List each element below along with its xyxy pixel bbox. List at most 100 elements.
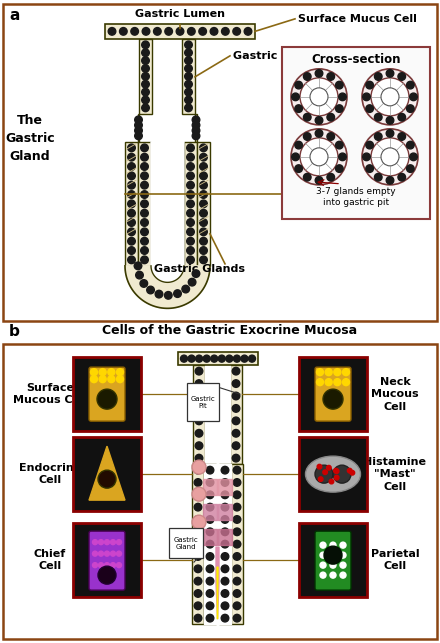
Circle shape xyxy=(206,491,214,498)
Circle shape xyxy=(136,271,143,279)
Circle shape xyxy=(99,539,103,545)
Circle shape xyxy=(142,80,149,88)
Circle shape xyxy=(233,602,241,610)
Circle shape xyxy=(291,69,347,125)
FancyBboxPatch shape xyxy=(89,531,125,590)
Circle shape xyxy=(128,256,136,264)
Circle shape xyxy=(310,88,328,106)
Circle shape xyxy=(325,379,332,386)
Circle shape xyxy=(185,96,192,104)
Circle shape xyxy=(195,380,203,387)
Circle shape xyxy=(200,247,207,255)
Circle shape xyxy=(319,477,323,482)
Circle shape xyxy=(185,73,192,80)
Circle shape xyxy=(340,552,346,558)
Circle shape xyxy=(117,551,121,556)
Circle shape xyxy=(199,28,206,35)
Circle shape xyxy=(165,28,172,35)
Circle shape xyxy=(206,553,214,560)
Text: a: a xyxy=(9,8,19,23)
Circle shape xyxy=(195,430,203,437)
Circle shape xyxy=(192,487,206,501)
Circle shape xyxy=(131,28,139,35)
Circle shape xyxy=(195,442,203,449)
Circle shape xyxy=(194,577,202,585)
FancyBboxPatch shape xyxy=(138,114,139,142)
Text: Histamine
"Mast"
Cell: Histamine "Mast" Cell xyxy=(363,457,426,491)
Circle shape xyxy=(233,503,241,511)
Circle shape xyxy=(141,181,148,189)
Circle shape xyxy=(187,154,194,161)
Circle shape xyxy=(315,129,323,137)
Circle shape xyxy=(195,455,203,462)
Circle shape xyxy=(221,466,229,474)
Circle shape xyxy=(371,138,409,176)
Text: Chief
Cell: Chief Cell xyxy=(34,549,66,572)
Circle shape xyxy=(304,132,311,140)
Circle shape xyxy=(200,172,207,179)
Circle shape xyxy=(374,73,382,80)
Circle shape xyxy=(334,368,341,376)
Circle shape xyxy=(108,368,115,376)
Circle shape xyxy=(187,163,194,170)
FancyBboxPatch shape xyxy=(192,464,204,624)
Circle shape xyxy=(110,551,115,556)
Circle shape xyxy=(323,470,327,475)
Circle shape xyxy=(110,539,115,545)
Circle shape xyxy=(350,471,355,475)
Circle shape xyxy=(340,542,346,548)
Circle shape xyxy=(206,478,214,486)
Circle shape xyxy=(221,602,229,610)
FancyBboxPatch shape xyxy=(187,383,219,421)
Circle shape xyxy=(233,565,241,573)
Circle shape xyxy=(295,81,302,89)
Circle shape xyxy=(141,191,148,198)
Circle shape xyxy=(194,540,202,548)
Circle shape xyxy=(200,256,207,264)
Circle shape xyxy=(233,614,241,622)
FancyBboxPatch shape xyxy=(169,528,203,558)
Circle shape xyxy=(327,113,334,121)
Circle shape xyxy=(221,565,229,573)
Circle shape xyxy=(141,172,148,179)
Circle shape xyxy=(117,376,124,383)
Circle shape xyxy=(221,553,229,560)
Circle shape xyxy=(155,290,163,298)
Circle shape xyxy=(110,563,115,568)
Circle shape xyxy=(232,417,240,424)
Circle shape xyxy=(185,65,192,72)
Circle shape xyxy=(221,577,229,585)
FancyBboxPatch shape xyxy=(282,47,430,219)
Polygon shape xyxy=(89,446,125,500)
Circle shape xyxy=(410,93,417,101)
Circle shape xyxy=(206,528,214,536)
Circle shape xyxy=(327,132,334,140)
Circle shape xyxy=(206,466,214,474)
Circle shape xyxy=(117,563,121,568)
Circle shape xyxy=(323,389,343,409)
Circle shape xyxy=(334,379,341,386)
Circle shape xyxy=(233,516,241,523)
Circle shape xyxy=(200,181,207,189)
Circle shape xyxy=(187,256,194,264)
Circle shape xyxy=(348,468,352,473)
Circle shape xyxy=(200,237,207,245)
Circle shape xyxy=(200,163,207,170)
Circle shape xyxy=(108,28,116,35)
Circle shape xyxy=(320,552,326,558)
Text: Endocrine
Cell: Endocrine Cell xyxy=(19,463,81,485)
Circle shape xyxy=(108,376,115,383)
Circle shape xyxy=(135,127,142,134)
Circle shape xyxy=(194,528,202,536)
Circle shape xyxy=(233,553,241,560)
Circle shape xyxy=(342,379,349,386)
Circle shape xyxy=(185,104,192,112)
Circle shape xyxy=(195,367,203,375)
Text: Gastric
Gland: Gastric Gland xyxy=(174,537,198,550)
Circle shape xyxy=(99,563,103,568)
Circle shape xyxy=(221,590,229,597)
Circle shape xyxy=(233,590,241,597)
Text: Gastric Pit: Gastric Pit xyxy=(233,51,298,61)
Circle shape xyxy=(176,28,184,35)
Circle shape xyxy=(142,49,149,57)
